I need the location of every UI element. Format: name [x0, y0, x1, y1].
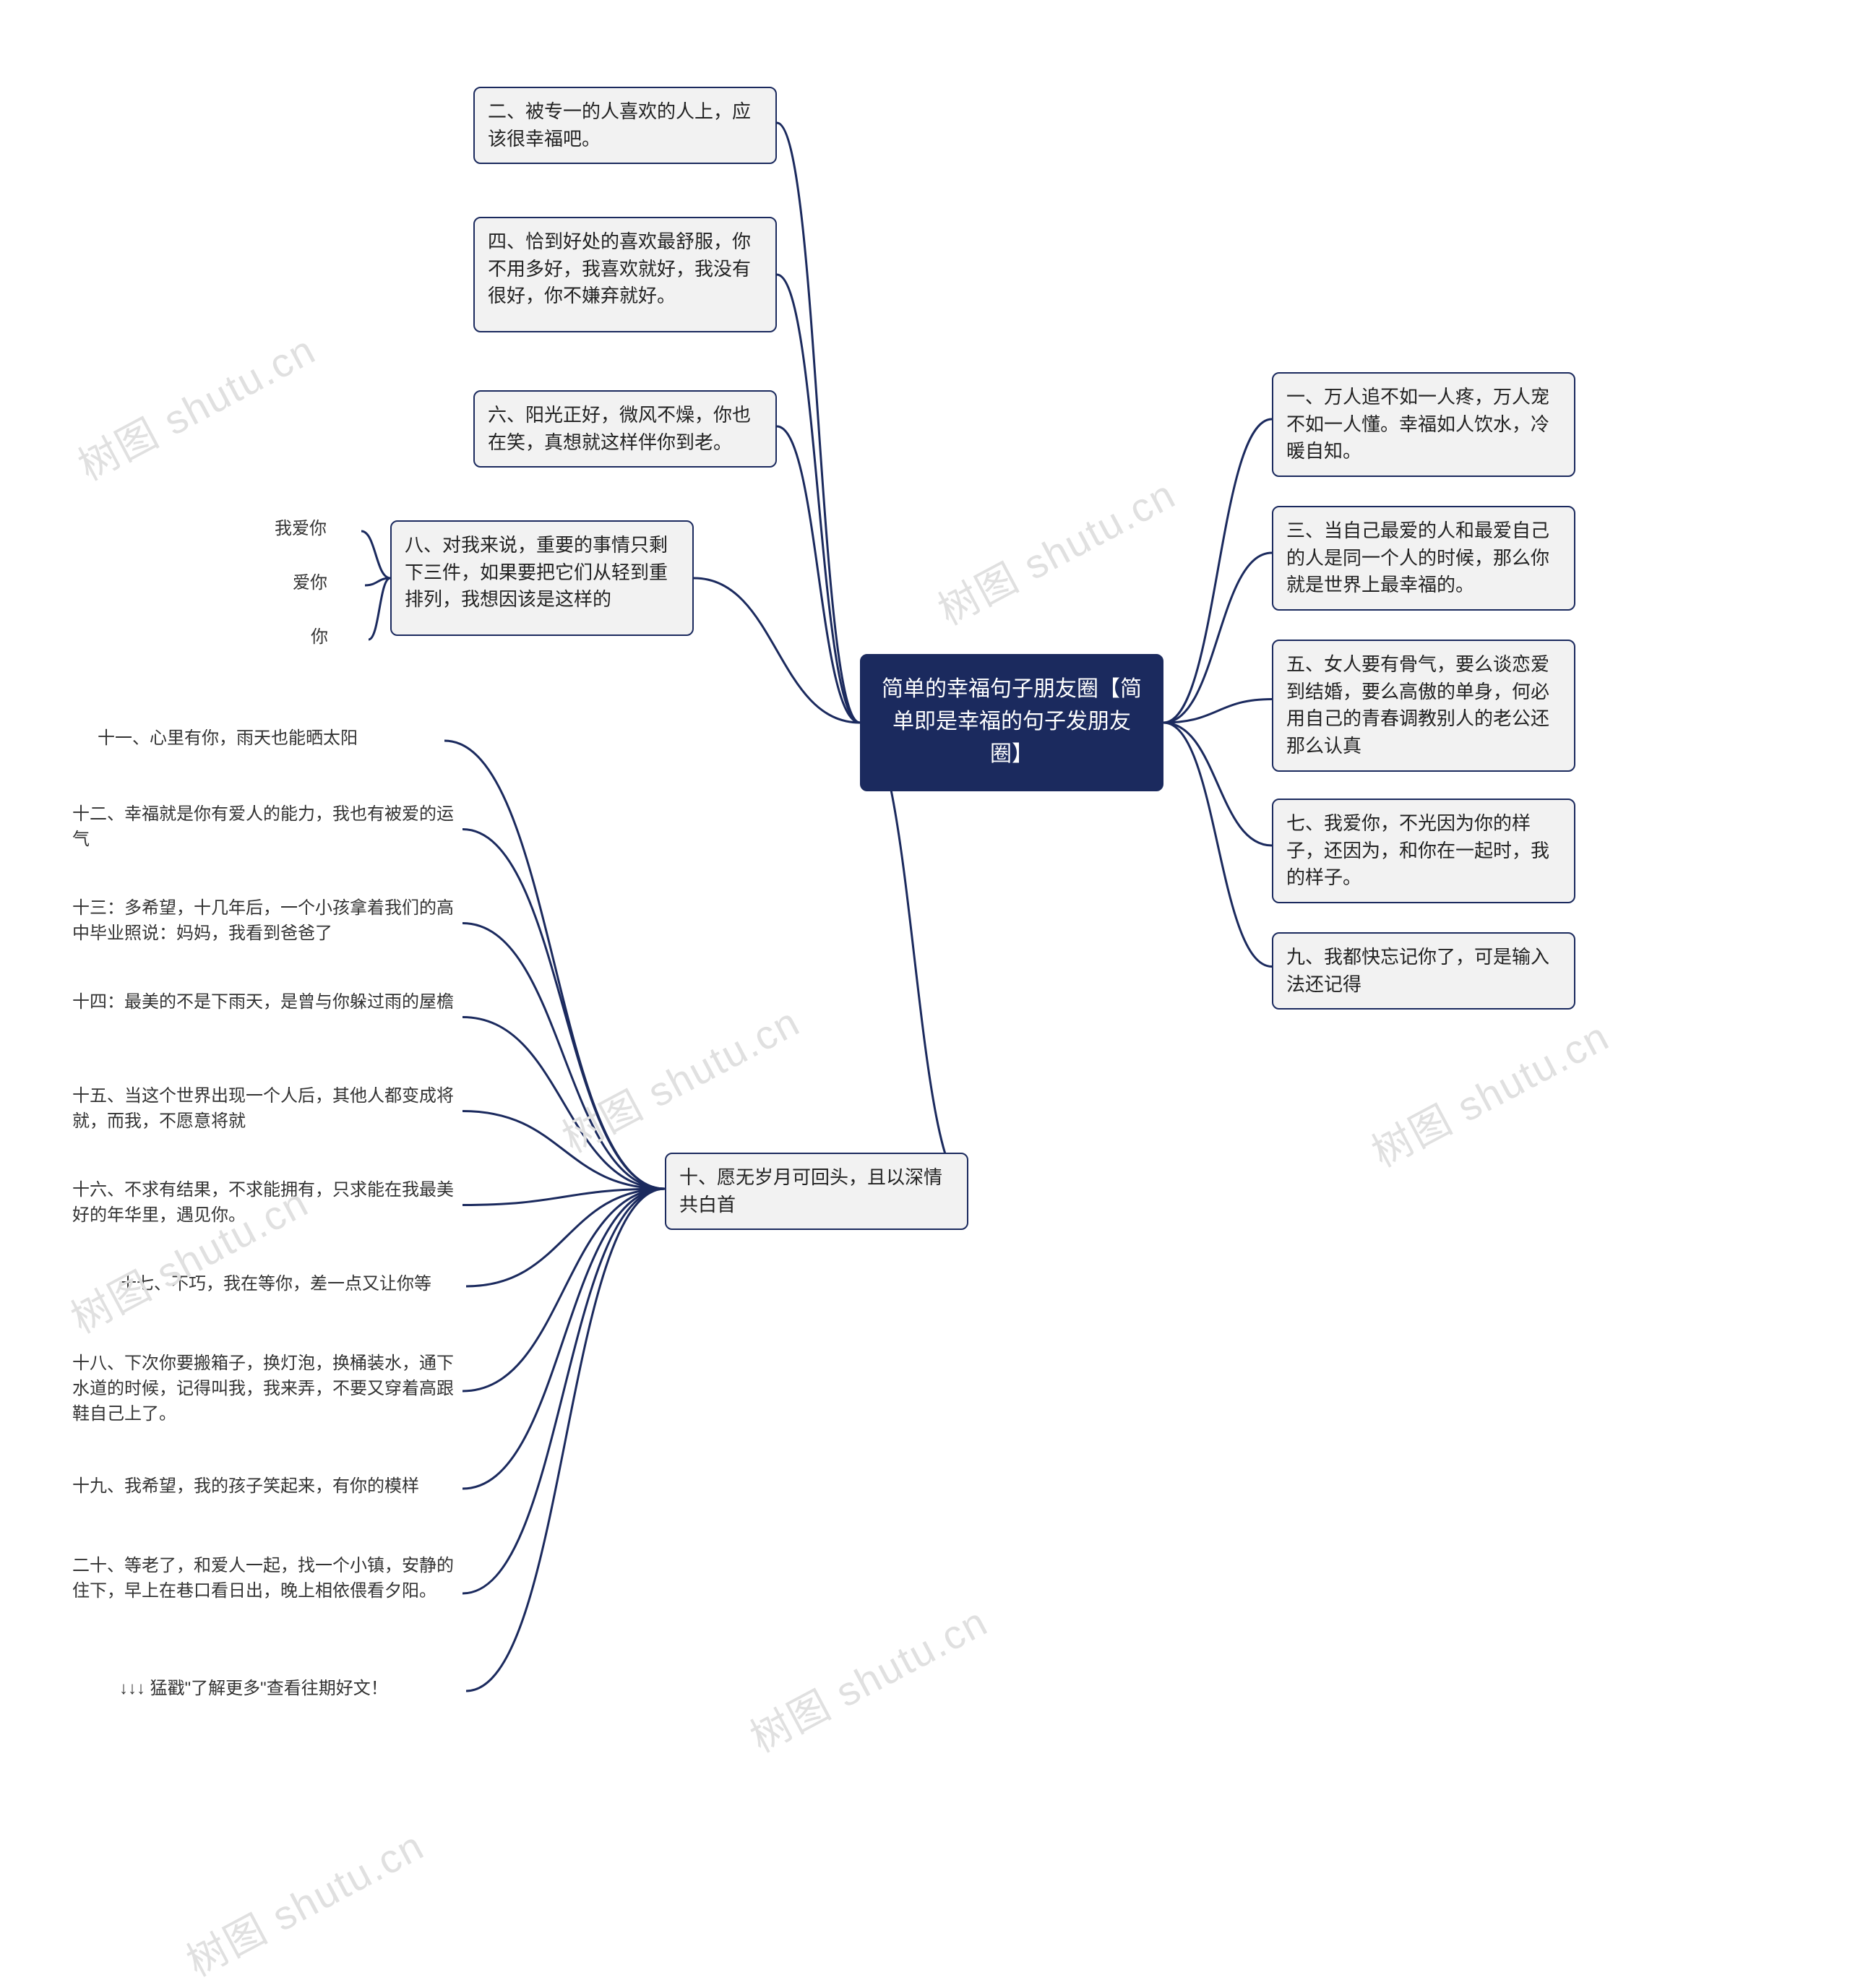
watermark: 树图 shutu.cn — [551, 990, 809, 1164]
left-node-5: 十、愿无岁月可回头，且以深情共白首 — [665, 1153, 968, 1230]
leaf-l5-11: ↓↓↓ 猛戳"了解更多"查看往期好文！ — [119, 1677, 466, 1702]
left-node-3: 六、阳光正好，微风不燥，你也在笑，真想就这样伴你到老。 — [473, 390, 777, 468]
leaf-l4-3: 你 — [311, 625, 369, 650]
right-node-3: 五、女人要有骨气，要么谈恋爱到结婚，要么高傲的单身，何必用自己的青春调教别人的老… — [1272, 640, 1575, 772]
left-node-4: 八、对我来说，重要的事情只剩下三件，如果要把它们从轻到重排列，我想因该是这样的 — [390, 520, 694, 636]
watermark: 树图 shutu.cn — [175, 1814, 433, 1988]
leaf-l5-4: 十四：最美的不是下雨天，是曾与你躲过雨的屋檐 — [72, 990, 462, 1015]
leaf-l5-9: 十九、我希望，我的孩子笑起来，有你的模样 — [72, 1474, 462, 1499]
left-node-1: 二、被专一的人喜欢的人上，应该很幸福吧。 — [473, 87, 777, 164]
mindmap-canvas: 简单的幸福句子朋友圈【简单即是幸福的句子发朋友圈】 一、万人追不如一人疼，万人宠不… — [0, 0, 1850, 1903]
watermark: 树图 shutu.cn — [1360, 1004, 1618, 1179]
leaf-l5-6: 十六、不求有结果，不求能拥有，只求能在我最美好的年华里，遇见你。 — [72, 1178, 462, 1228]
leaf-l5-7: 十七、不巧，我在等你，差一点又让你等 — [119, 1272, 466, 1297]
right-node-1: 一、万人追不如一人疼，万人宠不如一人懂。幸福如人饮水，冷暖自知。 — [1272, 372, 1575, 477]
watermark: 树图 shutu.cn — [66, 318, 324, 492]
center-node: 简单的幸福句子朋友圈【简单即是幸福的句子发朋友圈】 — [860, 654, 1163, 791]
leaf-l5-3: 十三：多希望，十几年后，一个小孩拿着我们的高中毕业照说：妈妈，我看到爸爸了 — [72, 896, 462, 947]
leaf-l4-2: 爱你 — [293, 571, 365, 596]
right-node-5: 九、我都快忘记你了，可是输入法还记得 — [1272, 932, 1575, 1010]
right-node-2: 三、当自己最爱的人和最爱自己的人是同一个人的时候，那么你就是世界上最幸福的。 — [1272, 506, 1575, 611]
leaf-l5-1: 十一、心里有你，雨天也能晒太阳 — [98, 726, 444, 752]
leaf-l5-2: 十二、幸福就是你有爱人的能力，我也有被爱的运气 — [72, 802, 462, 853]
leaf-l5-5: 十五、当这个世界出现一个人后，其他人都变成将就，而我，不愿意将就 — [72, 1084, 462, 1135]
leaf-l5-8: 十八、下次你要搬箱子，换灯泡，换桶装水，通下水道的时候，记得叫我，我来弄，不要又… — [72, 1351, 462, 1427]
watermark: 树图 shutu.cn — [739, 1590, 997, 1764]
leaf-l5-10: 二十、等老了，和爱人一起，找一个小镇，安静的住下，早上在巷口看日出，晚上相依偎看… — [72, 1554, 462, 1604]
left-node-2: 四、恰到好处的喜欢最舒服，你不用多好，我喜欢就好，我没有很好，你不嫌弃就好。 — [473, 217, 777, 332]
leaf-l4-1: 我爱你 — [275, 517, 361, 542]
watermark: 树图 shutu.cn — [926, 462, 1184, 637]
right-node-4: 七、我爱你，不光因为你的样子，还因为，和你在一起时，我的样子。 — [1272, 799, 1575, 903]
